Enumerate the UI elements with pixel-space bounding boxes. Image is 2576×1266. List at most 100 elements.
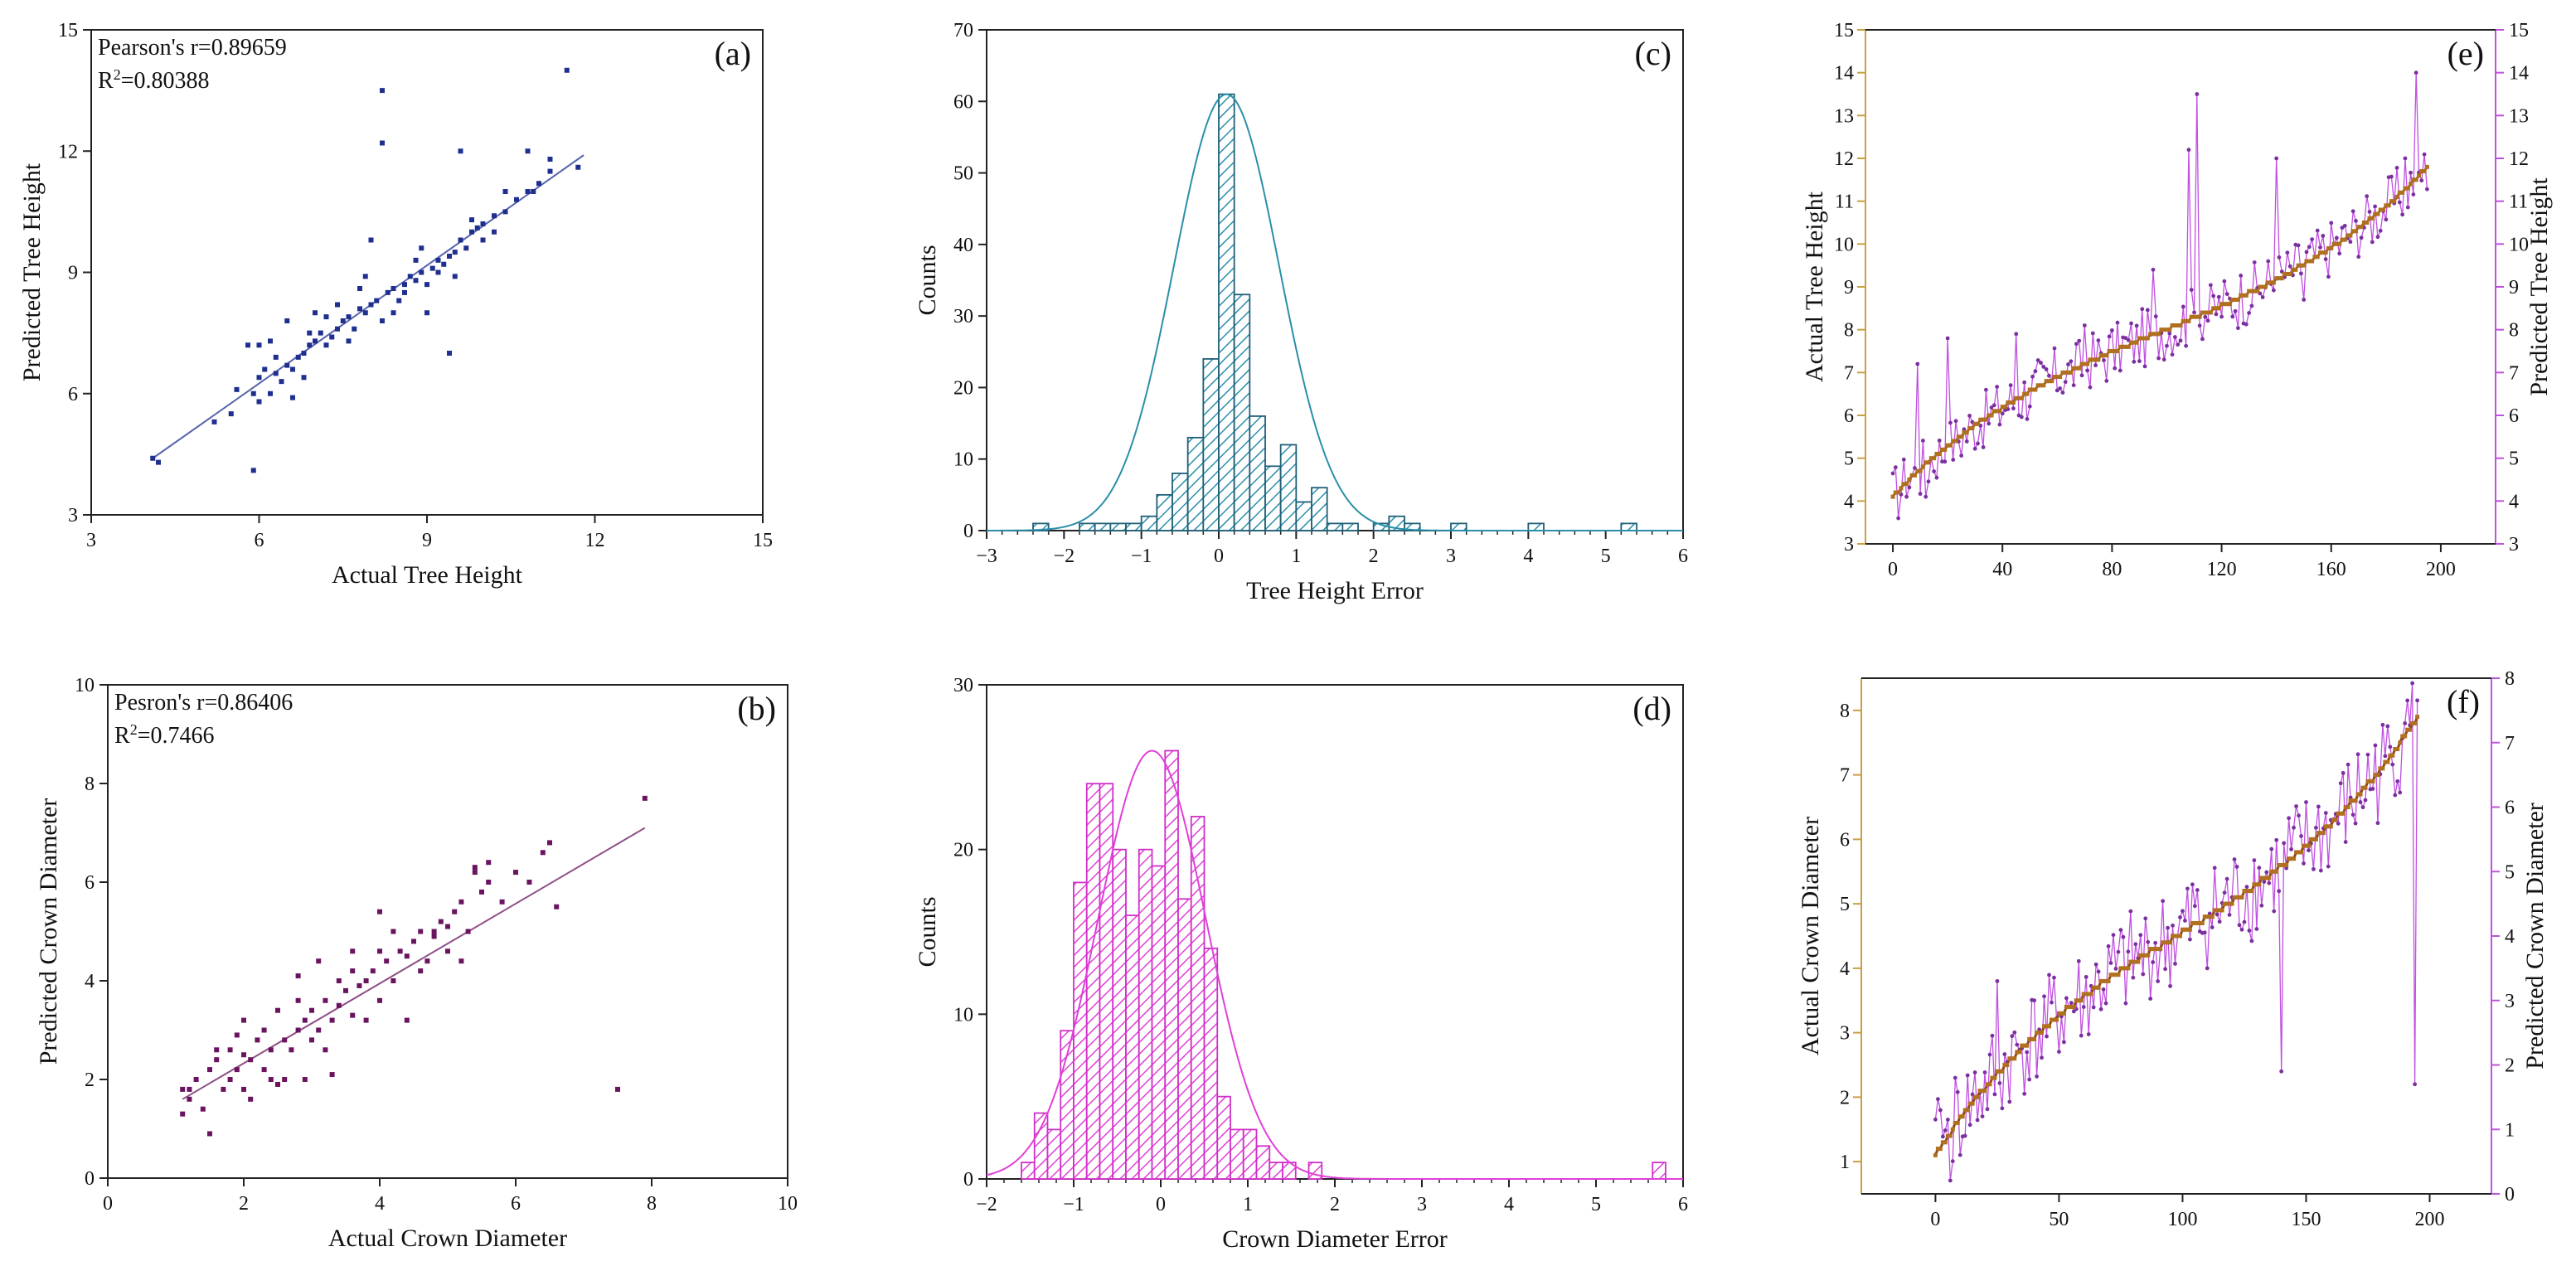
data-point	[323, 997, 328, 1003]
predicted-point	[2299, 833, 2303, 838]
data-point	[268, 1047, 274, 1053]
actual-point	[2294, 850, 2299, 855]
actual-point	[2252, 882, 2257, 887]
actual-point	[2091, 985, 2096, 990]
predicted-point	[1967, 1123, 1972, 1128]
histogram-bar	[1177, 898, 1192, 1180]
data-point	[513, 870, 518, 876]
predicted-point	[2103, 1001, 2108, 1006]
predicted-point	[2390, 762, 2395, 767]
predicted-point	[2156, 979, 2161, 983]
predicted-point	[2027, 1077, 2032, 1082]
data-point	[309, 1037, 314, 1043]
predicted-point	[2247, 929, 2252, 933]
actual-point	[2096, 357, 2101, 362]
actual-point	[2397, 190, 2402, 195]
actual-point	[2171, 934, 2176, 939]
data-point	[284, 362, 290, 368]
actual-point	[2108, 973, 2113, 977]
actual-point	[1997, 409, 2002, 414]
actual-point	[1997, 1069, 2002, 1074]
predicted-point	[2315, 228, 2320, 233]
predicted-point	[2348, 795, 2353, 800]
actual-point	[2210, 914, 2215, 919]
y-tick-label: 7	[1840, 765, 1850, 787]
predicted-point	[2071, 1009, 2076, 1014]
stat-annotation: R2=0.80388	[98, 66, 209, 94]
actual-point	[2249, 289, 2254, 293]
histogram-bar	[1125, 914, 1140, 1180]
actual-point	[2192, 314, 2197, 319]
data-point	[329, 334, 335, 340]
actual-point	[2185, 927, 2190, 932]
actual-point	[2017, 1050, 2022, 1055]
histogram-bar	[1112, 848, 1127, 1180]
data-point	[256, 375, 262, 381]
predicted-point	[1950, 1159, 1955, 1163]
predicted-point	[1992, 1092, 1997, 1097]
predicted-point	[2289, 846, 2293, 851]
y-tick-label: 10	[953, 449, 973, 471]
predicted-point	[2205, 966, 2210, 971]
actual-point	[1953, 1120, 1957, 1125]
scatter-panel-b: 0 2 4 6 8 10 0 2 4 6 8 10 Actual Crown Diameter Predi…	[35, 675, 798, 1252]
histogram-bar	[1233, 293, 1251, 531]
actual-line	[1891, 166, 2428, 498]
predicted-point	[2249, 939, 2254, 943]
actual-point	[2237, 895, 2242, 900]
actual-point	[2197, 314, 2202, 319]
y2-tick-label: 3	[2509, 534, 2519, 555]
predicted-point	[2405, 205, 2410, 210]
x-tick-label: 5	[1591, 1194, 1601, 1215]
data-point	[525, 189, 531, 194]
predicted-point	[2047, 973, 2051, 977]
predicted-point	[2195, 92, 2200, 96]
actual-point	[2074, 366, 2079, 371]
data-point	[480, 237, 486, 243]
actual-point	[2293, 267, 2298, 272]
data-point	[248, 1057, 254, 1063]
predicted-point	[2224, 876, 2229, 881]
actual-point	[2410, 720, 2415, 725]
data-point	[418, 968, 424, 974]
actual-point	[2208, 310, 2213, 315]
actual-point	[2264, 876, 2269, 880]
predicted-point	[1955, 1089, 1960, 1094]
histogram-bar	[1021, 1162, 1036, 1180]
actual-point	[2333, 817, 2338, 822]
data-point	[642, 795, 648, 801]
predicted-point	[2170, 352, 2175, 357]
predicted-point	[2321, 234, 2326, 238]
data-point	[419, 269, 424, 275]
histogram-bar	[1450, 522, 1467, 531]
predicted-point	[1896, 516, 1901, 521]
predicted-point	[1972, 1070, 1977, 1074]
y2-tick-label: 0	[2505, 1184, 2515, 1205]
predicted-point	[2084, 974, 2088, 979]
actual-point	[2088, 357, 2093, 362]
predicted-point	[1945, 1117, 1950, 1122]
predicted-point	[2334, 235, 2339, 240]
actual-point	[2156, 947, 2161, 952]
predicted-point	[2395, 779, 2400, 783]
panel-letter: (b)	[737, 690, 776, 727]
predicted-point	[1976, 441, 1980, 446]
actual-point	[2279, 276, 2284, 281]
histogram-bar	[1295, 501, 1312, 531]
histogram-bar	[1186, 436, 1205, 531]
actual-point	[2066, 1005, 2071, 1010]
histogram-bar	[1151, 865, 1167, 1180]
actual-point	[2006, 400, 2011, 405]
predicted-point	[2394, 166, 2399, 170]
predicted-point	[2074, 342, 2079, 347]
y-tick-label: 2	[1840, 1087, 1850, 1108]
data-point	[445, 924, 450, 929]
data-point	[554, 904, 560, 909]
data-point	[377, 997, 382, 1003]
plot-frame	[107, 684, 788, 1179]
actual-point	[2022, 1043, 2027, 1048]
actual-point	[2197, 920, 2202, 925]
predicted-point	[2252, 858, 2257, 863]
predicted-point	[2011, 406, 2016, 411]
